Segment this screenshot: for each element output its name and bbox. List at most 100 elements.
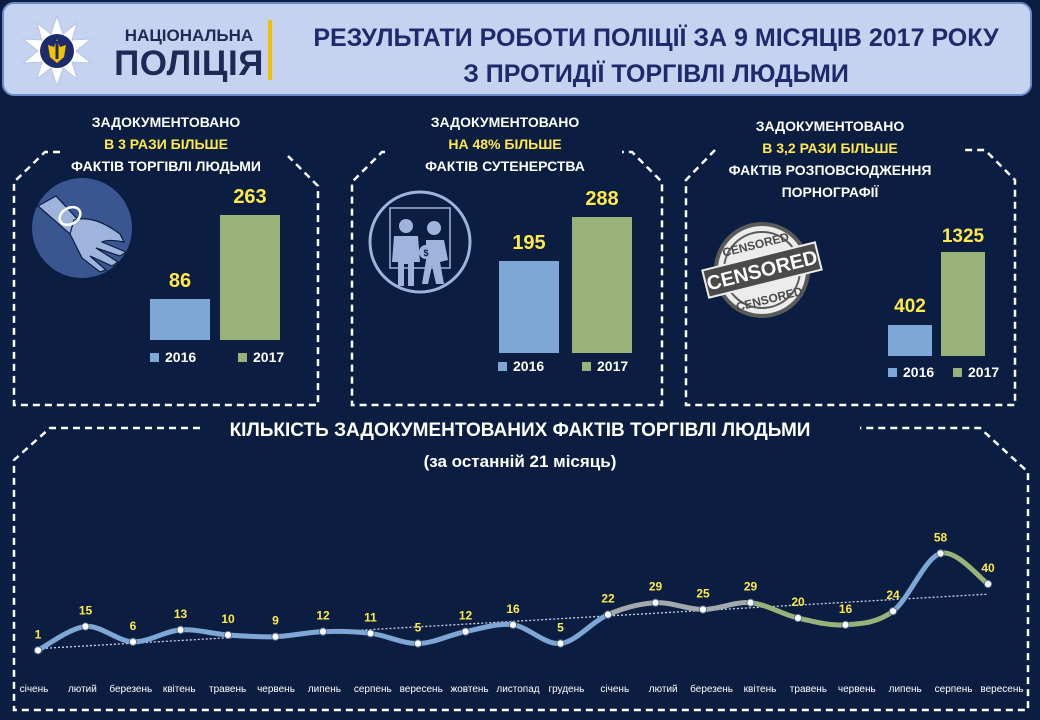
- line-segment: [320, 628, 373, 636]
- line-point: [366, 629, 375, 638]
- panel-2-line-2: НА 48% БІЛЬШЕ: [448, 136, 562, 152]
- month-label: жовтень: [451, 684, 489, 695]
- panel-3-bar-2016: [888, 325, 932, 356]
- page-title-line-1: РЕЗУЛЬТАТИ РОБОТИ ПОЛІЦІЇ ЗА 9 МІСЯЦІВ 2…: [313, 24, 999, 52]
- panel-1-bar-2017: [220, 215, 280, 340]
- line-segment: [795, 615, 848, 628]
- line-segment: [890, 550, 943, 614]
- month-label: грудень: [548, 684, 584, 695]
- panel-3-line-3: ФАКТІВ РОЗПОВСЮДЖЕННЯ: [728, 162, 932, 178]
- line-value-label: 9: [272, 614, 279, 628]
- line-segment: [558, 612, 611, 646]
- legend-swatch-2017: [953, 368, 962, 377]
- month-label: січень: [600, 684, 629, 695]
- month-label: травень: [790, 684, 827, 695]
- line-point: [936, 549, 945, 558]
- line-segment: [368, 630, 421, 647]
- pimping-people-icon: $: [368, 190, 472, 294]
- line-segment: [843, 608, 896, 628]
- line-value-label: 16: [506, 602, 520, 616]
- page-title-line-2: З ПРОТИДІЇ ТОРГІВЛІ ЛЮДЬМИ: [463, 60, 849, 88]
- line-segment: [463, 621, 516, 635]
- line-value-label: 5: [557, 621, 564, 635]
- line-point: [841, 620, 850, 629]
- month-label: березень: [690, 683, 733, 695]
- panel-1-value-2016: 86: [168, 270, 192, 292]
- panel-1-line-2: В 3 РАЗИ БІЛЬШЕ: [104, 136, 228, 152]
- month-label: серпень: [354, 684, 392, 695]
- panel-1-legend-2016: 2016: [150, 349, 196, 365]
- line-value-label: 6: [130, 619, 137, 633]
- line-value-label: 11: [364, 610, 377, 624]
- header-banner: НАЦІОНАЛЬНА ПОЛІЦІЯ РЕЗУЛЬТАТИ РОБОТИ ПО…: [2, 2, 1032, 96]
- line-segment: [510, 622, 563, 647]
- month-label: квітень: [163, 684, 196, 695]
- line-point: [508, 620, 518, 629]
- line-segment: [178, 627, 231, 638]
- line-value-label: 20: [791, 595, 805, 609]
- month-label: лютий: [68, 684, 97, 695]
- line-chart-subtitle: (за останній 21 місяць): [423, 452, 617, 471]
- line-value-label: 15: [79, 604, 93, 618]
- line-point: [318, 627, 328, 636]
- line-value-label: 10: [221, 612, 235, 626]
- month-label: червень: [838, 684, 876, 695]
- line-segment: [83, 623, 136, 645]
- line-segment: [273, 629, 326, 640]
- line-value-label: 24: [886, 588, 900, 602]
- legend-swatch-2016: [498, 362, 507, 371]
- month-label: липень: [308, 684, 341, 695]
- handcuffed-hands-icon: [32, 178, 132, 278]
- panel-2-bar-2016: [499, 261, 559, 353]
- line-point: [793, 613, 803, 623]
- line-point: [271, 632, 280, 641]
- line-point: [698, 605, 708, 614]
- line-value-label: 58: [934, 530, 948, 544]
- line-value-label: 25: [696, 587, 710, 601]
- line-point: [556, 639, 565, 648]
- line-point: [223, 630, 233, 640]
- line-point: [128, 637, 138, 646]
- panel-3-line-1: ЗАДОКУМЕНТОВАНО: [755, 118, 905, 134]
- month-label: січень: [20, 684, 49, 695]
- panel-1-line-1: ЗАДОКУМЕНТОВАНО: [91, 114, 241, 130]
- line-point: [888, 607, 898, 616]
- panel-3-legend-2017: 2017: [953, 364, 999, 380]
- panel-1-bar-2016: [150, 299, 210, 340]
- line-segment: [700, 600, 753, 612]
- panel-1-value-2017: 263: [233, 186, 267, 208]
- line-segment: [225, 632, 278, 640]
- censored-stamp-icon: CENSORED CENSORED CENSORED: [701, 222, 823, 318]
- panel-3-value-2017: 1325: [941, 226, 985, 247]
- panel-3-line-4: ПОРНОГРАФІЇ: [781, 184, 879, 200]
- month-label: травень: [209, 684, 246, 695]
- month-label: березень: [109, 683, 152, 695]
- line-value-label: 13: [174, 607, 188, 621]
- month-label: серпень: [935, 684, 973, 695]
- panel-2-bar-2017: [572, 217, 632, 353]
- line-value-label: 29: [744, 580, 758, 594]
- legend-swatch-2016: [150, 353, 159, 362]
- line-value-label: 12: [459, 609, 473, 623]
- brand-line-1: НАЦІОНАЛЬНА: [124, 26, 254, 45]
- line-point: [461, 627, 470, 636]
- month-label: квітень: [744, 684, 777, 695]
- brand-divider: [268, 20, 272, 80]
- panel-2-value-2017: 288: [585, 188, 619, 210]
- line-segment: [130, 627, 183, 645]
- panel-1-legend-2017: 2017: [238, 349, 284, 365]
- line-point: [81, 622, 90, 631]
- line-segment: [653, 600, 706, 612]
- line-value-label: 22: [601, 592, 615, 606]
- police-star-logo-icon: [21, 14, 93, 88]
- line-value-label: 5: [415, 621, 422, 635]
- month-label: лютий: [649, 684, 678, 695]
- line-value-label: 1: [35, 627, 42, 641]
- month-label: червень: [257, 684, 295, 695]
- line-chart-title: КІЛЬКІСТЬ ЗАДОКУМЕНТОВАНИХ ФАКТІВ ТОРГІВ…: [229, 420, 811, 441]
- legend-swatch-2016: [888, 368, 897, 377]
- panel-2-legend-2016: 2016: [498, 358, 544, 374]
- trend-line: [37, 593, 989, 650]
- month-label: листопад: [496, 684, 539, 695]
